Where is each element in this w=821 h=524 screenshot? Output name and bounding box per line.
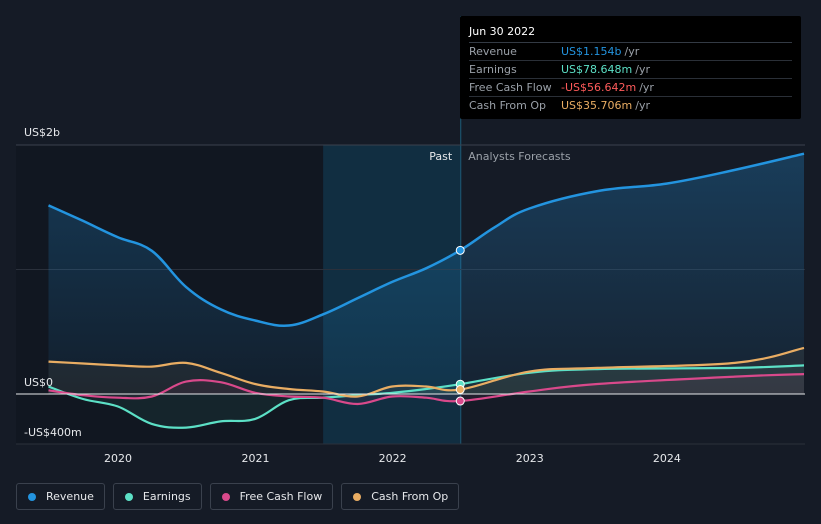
legend-dot-icon [353,492,362,501]
cash-from-op-line [48,346,805,398]
revenue-area [48,153,804,394]
tooltip-row-free-cash-flow: Free Cash Flow -US$56.642m/yr [469,79,792,97]
legend-item-free-cash-flow[interactable]: Free Cash Flow [209,483,334,510]
cash-from-op-marker [455,385,465,395]
y-label-top: US$2b [24,126,60,139]
free-cash-flow-marker [455,396,465,406]
legend-label: Free Cash Flow [239,490,323,503]
divider-line [460,16,462,444]
tooltip-row-value: US$35.706m [561,99,633,112]
revenue-line [47,152,805,327]
free-cash-flow-line [48,373,805,406]
earnings-area [48,365,804,428]
legend-dot-icon [28,492,36,501]
forecast-label: Analysts Forecasts [468,150,571,163]
tooltip-row-earnings: Earnings US$78.648m/yr [469,61,792,79]
x-tick-2023: 2023 [516,452,544,465]
tooltip-row-revenue: Revenue US$1.154b/yr [469,43,792,61]
tooltip-row-suffix: /yr [639,81,654,94]
legend-label: Cash From Op [371,490,449,503]
tooltip-row-label: Earnings [469,63,517,76]
tooltip-row-suffix: /yr [635,63,650,76]
tooltip-row-cash-from-op: Cash From Op US$35.706m/yr [469,97,792,114]
tooltip-row-suffix: /yr [635,99,650,112]
x-tick-2024: 2024 [653,452,681,465]
tooltip-date: Jun 30 2022 [469,24,792,43]
legend-item-cash-from-op[interactable]: Cash From Op [341,483,460,510]
chart: US$2b US$0 -US$400m 2020 2021 2022 2023 2024 Pas… [16,16,805,465]
cash-from-op-area [48,347,804,397]
legend-item-earnings[interactable]: Earnings [112,483,202,510]
x-tick-2021: 2021 [242,452,270,465]
legend-dot-icon [221,492,230,501]
tooltip-row-value: US$78.648m [561,63,633,76]
tooltip-row-label: Free Cash Flow [469,81,552,94]
tooltip-row-label: Cash From Op [469,99,547,112]
legend-dot-icon [124,492,133,501]
tooltip-row-value: -US$56.642m [561,81,637,94]
x-tick-2022: 2022 [379,452,407,465]
y-label-zero: US$0 [24,376,53,389]
tooltip: Jun 30 2022 Revenue US$1.154b/yr Earnings U… [460,16,801,119]
tooltip-row-label: Revenue [469,45,517,58]
legend-label: Earnings [142,490,191,503]
x-tick-2020: 2020 [104,452,132,465]
tooltip-row-value: US$1.154b [561,45,622,58]
past-label: Past [429,150,453,163]
legend: Revenue Earnings Free Cash Flow Cash From O… [16,483,460,510]
revenue-marker [455,245,465,255]
tooltip-row-suffix: /yr [624,45,640,58]
legend-label: Revenue [46,490,94,503]
legend-item-revenue[interactable]: Revenue [16,483,105,510]
y-label-bottom: -US$400m [24,426,82,439]
